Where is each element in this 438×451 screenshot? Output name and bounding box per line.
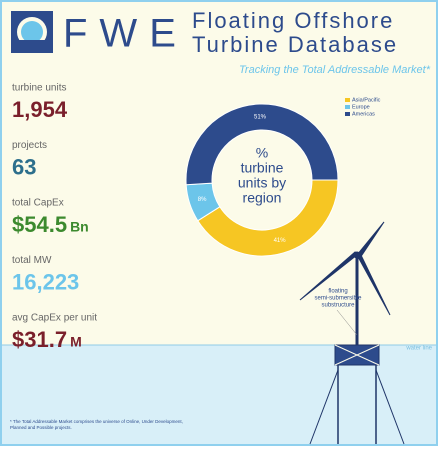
stat-unit: M xyxy=(70,334,82,350)
center-text: units by xyxy=(238,175,286,191)
stat-label: total CapEx xyxy=(12,198,64,209)
page: FWE Floating Offshore Turbine Database T… xyxy=(0,0,438,451)
center-text: turbine xyxy=(241,160,284,176)
stat-label: turbine units xyxy=(12,83,66,94)
legend-label: Asia/Pacific xyxy=(352,97,381,103)
stat-label: avg CapEx per unit xyxy=(12,313,97,324)
turbine-label: substructure xyxy=(321,303,355,309)
stat-value: $31.7 xyxy=(12,327,67,352)
legend-swatch xyxy=(345,98,350,102)
subtitle: Tracking the Total Addressable Market* xyxy=(239,64,431,76)
center-text: region xyxy=(243,190,282,206)
value-label: 51% xyxy=(254,115,267,121)
stat-unit: Bn xyxy=(70,219,89,235)
turbine-label: semi-submersible xyxy=(314,296,362,302)
stat-label: total MW xyxy=(12,255,52,266)
value-label: 41% xyxy=(274,238,287,244)
legend-label: Americas xyxy=(352,111,375,117)
footnote: Planned and Possible projects. xyxy=(10,425,72,430)
stat-label: projects xyxy=(12,140,47,151)
title: Floating Offshore xyxy=(192,8,394,33)
logo-text: FWE xyxy=(63,12,188,56)
stat-value: $54.5 xyxy=(12,212,67,237)
legend-swatch xyxy=(345,105,350,109)
stat-value: 63 xyxy=(12,154,36,179)
water-line-label: water line xyxy=(405,346,432,352)
stat-value: 16,223 xyxy=(12,269,79,294)
center-text: % xyxy=(256,145,268,161)
footnote: * The Total Addressable Market comprises… xyxy=(10,419,183,424)
legend-label: Europe xyxy=(352,104,370,110)
stat-value: 1,954 xyxy=(12,97,68,122)
logo-icon xyxy=(11,11,53,53)
value-label: 8% xyxy=(198,197,207,203)
title: Turbine Database xyxy=(192,32,398,57)
infographic: FWE Floating Offshore Turbine Database T… xyxy=(0,0,438,446)
turbine-label: floating xyxy=(328,289,347,295)
legend-swatch xyxy=(345,112,350,116)
